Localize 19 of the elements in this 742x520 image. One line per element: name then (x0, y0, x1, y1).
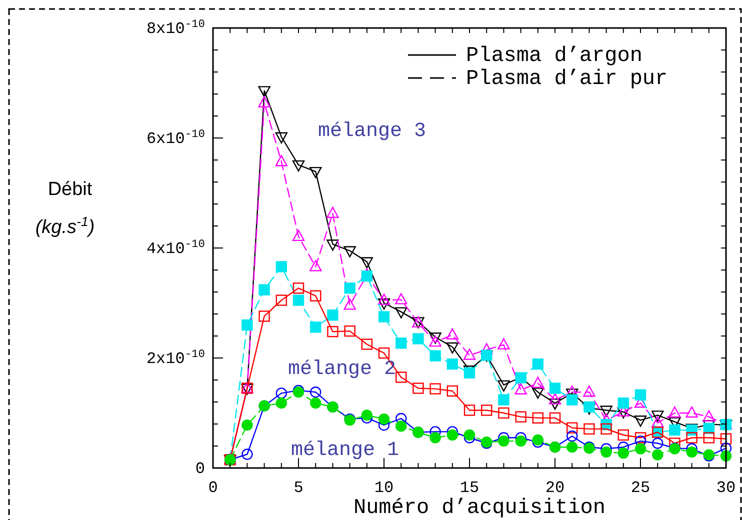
y-tick-label: 0 (195, 460, 205, 478)
x-tick-label: 5 (294, 479, 304, 497)
y-tick-label: 4x10$^{-10}$ (146, 239, 206, 258)
x-tick-label: 10 (374, 479, 394, 497)
x-tick-label: 30 (716, 479, 736, 497)
x-axis-title: Numéro d’acquisition (353, 497, 606, 520)
y-tick-label: 2x10$^{-10}$ (146, 349, 206, 368)
annotation: mélange 2 (288, 358, 396, 381)
annotation: mélange 3 (318, 120, 426, 143)
annotation: Plasma d’air pur (466, 68, 668, 91)
y-tick-label: 8x10$^{-10}$ (146, 19, 206, 38)
annotation: Plasma d’argon (466, 45, 642, 68)
x-tick-label: 15 (460, 479, 480, 497)
x-tick-label: 0 (208, 479, 218, 497)
annotation: mélange 1 (290, 439, 400, 462)
y-tick-label: 6x10$^{-10}$ (146, 129, 206, 148)
y-axis-title: Débit (kg.s$^{-1}$) (35, 179, 95, 238)
x-tick-label: 25 (630, 479, 650, 497)
x-tick-label: 20 (545, 479, 565, 497)
